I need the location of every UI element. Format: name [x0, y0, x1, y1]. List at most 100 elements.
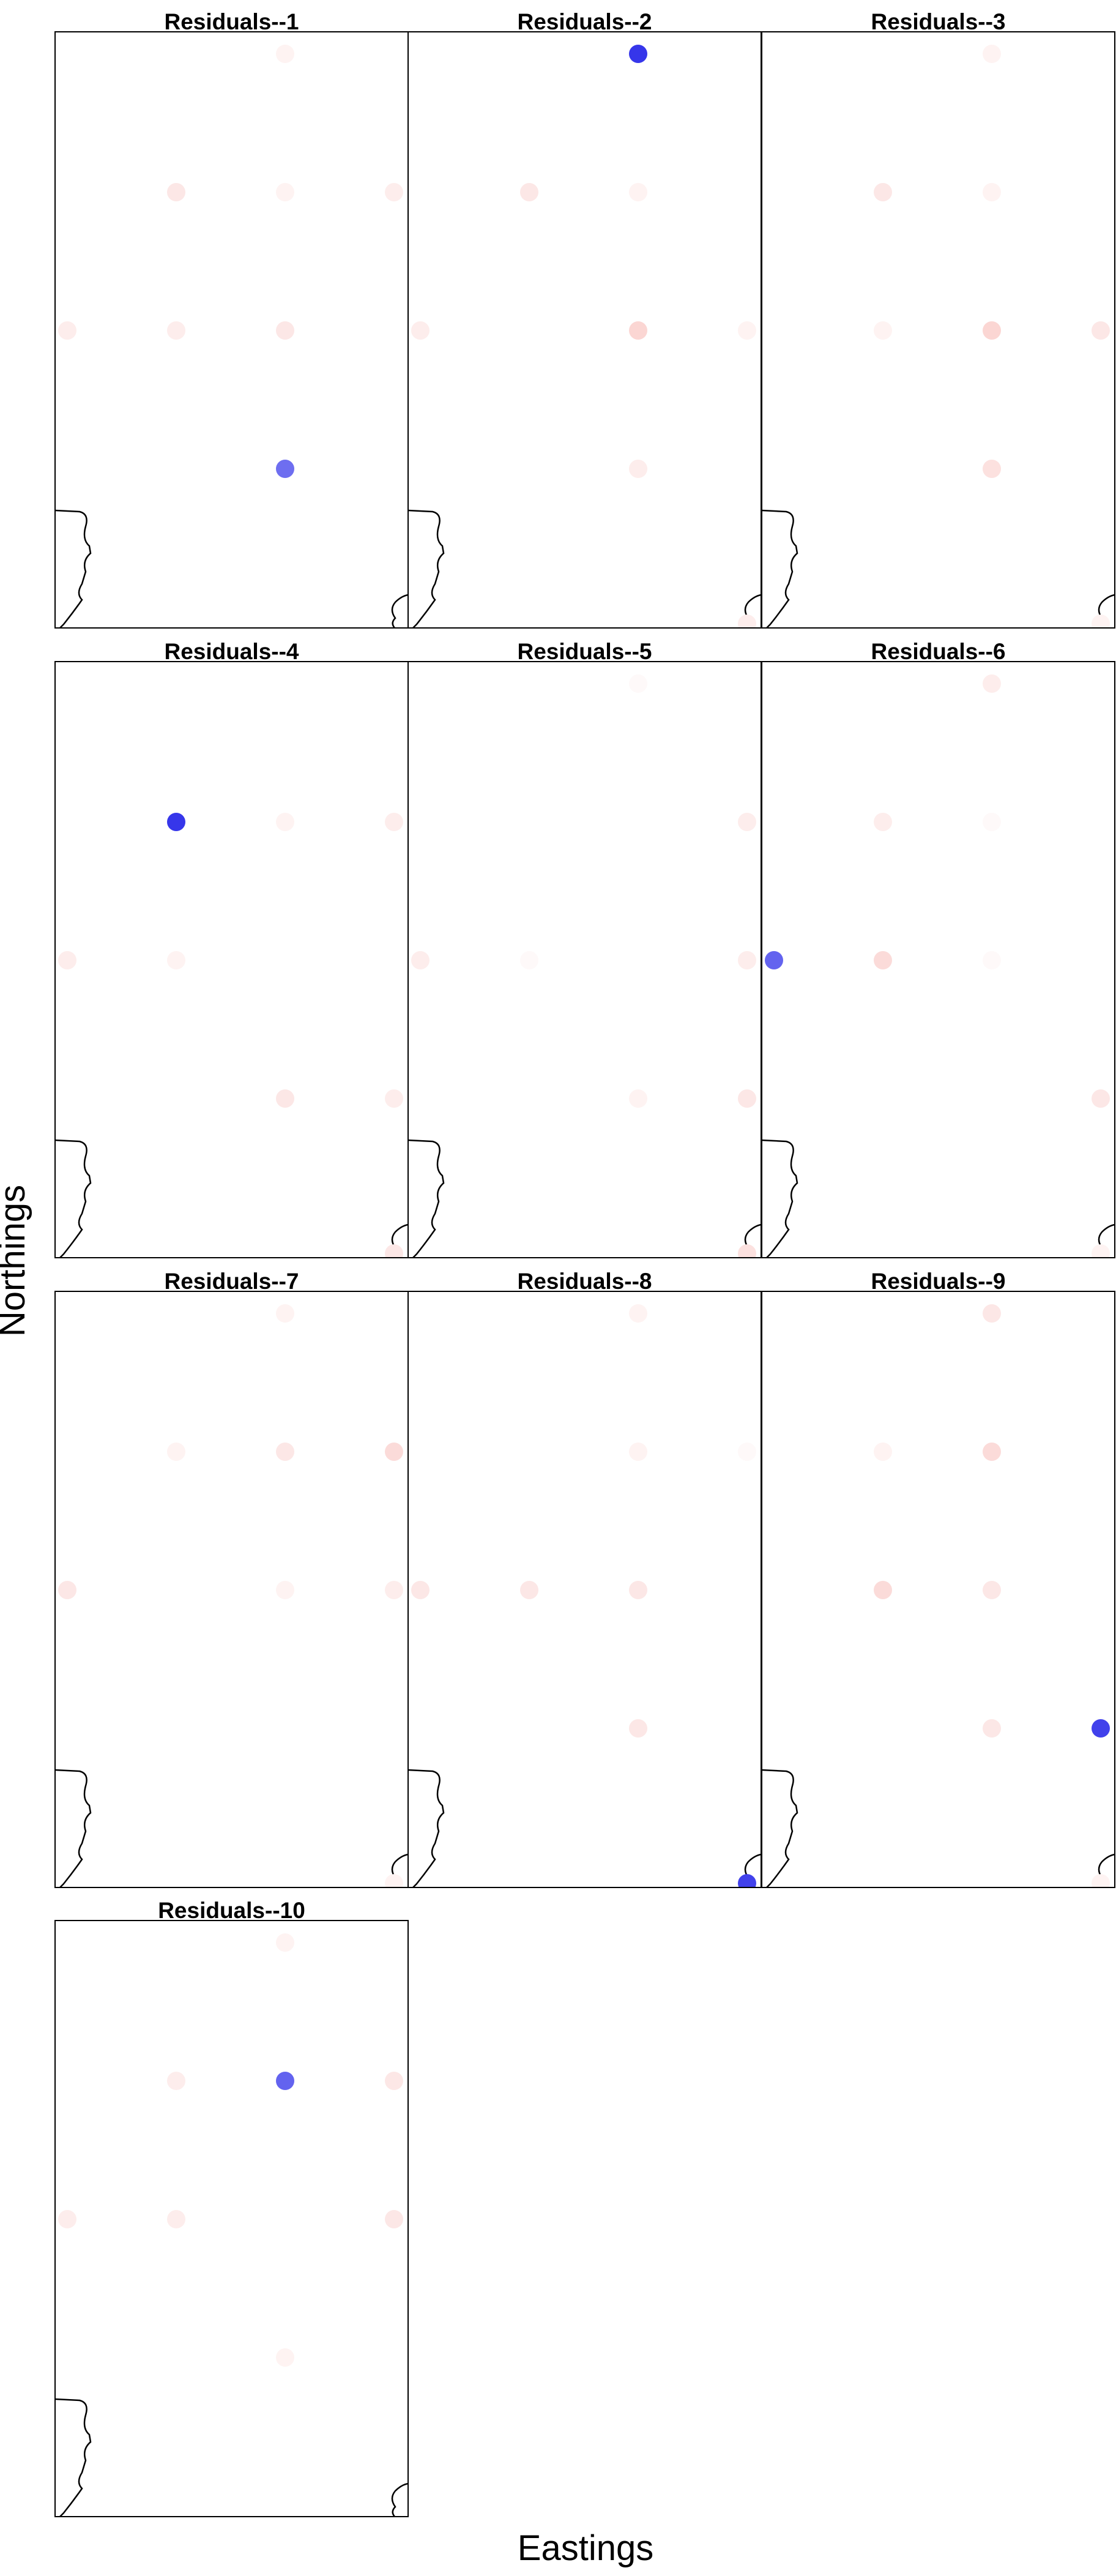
residual-point	[385, 813, 403, 831]
residual-point	[167, 321, 185, 340]
panel-plot-area	[55, 813, 408, 1258]
residual-point	[738, 813, 756, 831]
residual-point	[411, 951, 430, 969]
panel-title: Residuals--3	[871, 9, 1005, 34]
coastline-left	[408, 509, 445, 628]
residual-point	[520, 183, 538, 201]
residual-point	[1092, 321, 1110, 340]
panel-plot-area	[408, 1304, 761, 1887]
panel-plot-area	[55, 1304, 408, 1887]
panel-frame	[761, 31, 1115, 629]
residual-point	[385, 183, 403, 201]
residual-point	[385, 1244, 403, 1258]
residual-point	[629, 1304, 647, 1323]
residual-point	[983, 460, 1001, 478]
residual-point	[629, 45, 647, 63]
panel-frame	[761, 661, 1115, 1258]
coastline-right	[391, 2482, 408, 2517]
residual-point	[629, 460, 647, 478]
residual-point	[58, 2210, 76, 2228]
residual-point	[874, 951, 892, 969]
residual-panel: Residuals--3	[761, 9, 1115, 629]
coastline-left	[55, 1139, 92, 1258]
panel-title: Residuals--9	[871, 1269, 1005, 1294]
residual-point	[874, 321, 892, 340]
residual-point	[276, 2072, 294, 2090]
residual-panel: Residuals--5	[407, 639, 762, 1258]
coastline-left	[55, 2398, 92, 2517]
residual-point	[1092, 614, 1110, 628]
residual-point	[874, 1581, 892, 1599]
residual-point	[385, 1089, 403, 1108]
coastline-right	[391, 594, 408, 628]
residual-point	[738, 614, 756, 628]
panel-plot-area	[762, 45, 1115, 628]
residual-point	[1092, 1089, 1110, 1108]
residual-point	[738, 951, 756, 969]
residual-point	[983, 321, 1001, 340]
residual-point	[58, 951, 76, 969]
residual-point	[738, 321, 756, 340]
residual-point	[167, 2072, 185, 2090]
panel-plot-area	[762, 674, 1115, 1258]
residual-point	[1092, 1244, 1110, 1258]
residual-point	[629, 1581, 647, 1599]
residual-panel: Residuals--10	[54, 1898, 409, 2517]
residual-point	[983, 1443, 1001, 1461]
residual-point	[276, 1933, 294, 1952]
residual-point	[520, 951, 538, 969]
residual-point	[276, 45, 294, 63]
residual-point	[983, 1581, 1001, 1599]
residual-point	[167, 951, 185, 969]
y-axis-label: Northings	[0, 1185, 32, 1337]
residual-point	[1092, 1719, 1110, 1738]
panel-title: Residuals--5	[517, 639, 652, 664]
residual-point	[1092, 1874, 1110, 1887]
residual-point	[629, 674, 647, 693]
panel-plot-area	[55, 1933, 408, 2517]
panel-title: Residuals--8	[517, 1269, 652, 1294]
residual-point	[385, 2210, 403, 2228]
coastline-left	[762, 509, 798, 628]
residual-point	[58, 321, 76, 340]
residual-point	[629, 183, 647, 201]
residual-point	[983, 813, 1001, 831]
residual-point	[738, 1443, 756, 1461]
panel-title: Residuals--7	[164, 1269, 299, 1294]
panel-title: Residuals--1	[164, 9, 299, 34]
residual-point	[983, 674, 1001, 693]
residual-point	[167, 1443, 185, 1461]
residual-point	[385, 2072, 403, 2090]
residual-point	[738, 1874, 756, 1887]
residual-point	[738, 1244, 756, 1258]
residual-point	[983, 1304, 1001, 1323]
panel-frame	[54, 1920, 409, 2517]
panel-plot-area	[762, 1304, 1115, 1887]
panel-grid: Residuals--1 Residuals--2 Residuals--3 Resi…	[54, 9, 1115, 2517]
x-axis-label: Eastings	[518, 2528, 653, 2568]
coastline-left	[408, 1769, 445, 1887]
residual-point	[167, 2210, 185, 2228]
residual-point	[983, 45, 1001, 63]
coastline-left	[762, 1769, 798, 1887]
residual-point	[765, 951, 783, 969]
residual-point	[276, 183, 294, 201]
residual-point	[983, 951, 1001, 969]
panel-title: Residuals--2	[517, 9, 652, 34]
residual-panel: Residuals--6	[761, 639, 1115, 1258]
residual-point	[983, 183, 1001, 201]
residual-point	[629, 1443, 647, 1461]
coastline-left	[55, 509, 92, 628]
residual-point	[874, 183, 892, 201]
residual-point	[167, 183, 185, 201]
residual-point	[385, 1874, 403, 1887]
residual-point	[276, 2348, 294, 2367]
panel-title: Residuals--6	[871, 639, 1005, 664]
residual-point	[276, 1581, 294, 1599]
residual-panel: Residuals--2	[407, 9, 762, 629]
residual-point	[276, 460, 294, 478]
panel-plot-area	[408, 674, 761, 1258]
residual-panel: Residuals--1	[54, 9, 409, 629]
residual-point	[385, 1581, 403, 1599]
